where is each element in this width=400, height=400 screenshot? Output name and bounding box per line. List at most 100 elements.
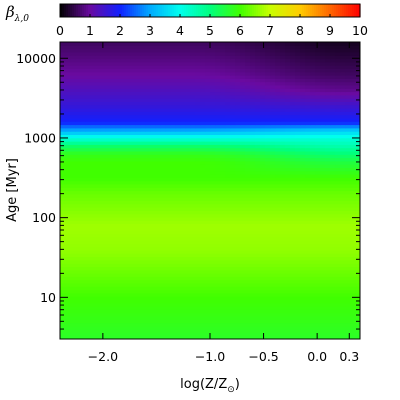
heatmap-cell — [320, 306, 326, 310]
heatmap-cell — [190, 332, 196, 337]
heatmap-cell — [110, 131, 116, 135]
heatmap-cell — [110, 319, 116, 324]
heatmap-cell — [60, 292, 66, 297]
heatmap-cell — [100, 243, 106, 248]
heatmap-cell — [170, 197, 176, 201]
heatmap-cell — [235, 213, 241, 218]
heatmap-cell — [165, 137, 171, 142]
heatmap-cell — [270, 193, 276, 198]
heatmap-cell — [290, 263, 296, 267]
heatmap-cell — [185, 88, 191, 93]
heatmap-cell — [100, 193, 106, 198]
heatmap-cell — [265, 108, 271, 112]
heatmap-cell — [165, 276, 171, 281]
heatmap-cell — [295, 210, 301, 215]
heatmap-cell — [260, 88, 266, 93]
heatmap-cell — [90, 170, 96, 175]
heatmap-cell — [165, 233, 171, 238]
heatmap-cell — [90, 84, 96, 89]
heatmap-cell — [130, 299, 136, 304]
heatmap-cell — [155, 197, 161, 201]
heatmap-cell — [105, 98, 111, 102]
heatmap-cell — [175, 160, 181, 165]
heatmap-cell — [255, 335, 261, 339]
heatmap-cell — [295, 279, 301, 284]
heatmap-cell — [200, 230, 206, 234]
heatmap-cell — [105, 256, 111, 261]
heatmap-cell — [70, 183, 76, 188]
heatmap-cell — [215, 121, 221, 126]
heatmap-cell — [260, 94, 266, 99]
heatmap-cell — [85, 160, 91, 165]
heatmap-cell — [85, 81, 91, 86]
heatmap-cell — [240, 154, 246, 159]
heatmap-cell — [270, 98, 276, 102]
colorbar-cell — [242, 4, 245, 17]
heatmap-cell — [60, 91, 66, 96]
colorbar-cell — [264, 4, 267, 17]
heatmap-cell — [340, 203, 346, 208]
heatmap-cell — [225, 230, 231, 234]
heatmap-cell — [160, 190, 166, 195]
heatmap-cell — [175, 282, 181, 287]
heatmap-cell — [155, 154, 161, 159]
heatmap-cell — [125, 309, 131, 314]
heatmap-cell — [90, 319, 96, 324]
heatmap-cell — [345, 183, 351, 188]
heatmap-cell — [255, 170, 261, 175]
heatmap-cell — [285, 296, 291, 300]
heatmap-cell — [165, 160, 171, 165]
heatmap-cell — [340, 117, 346, 122]
heatmap-cell — [140, 134, 146, 139]
heatmap-cell — [145, 273, 151, 277]
heatmap-cell — [210, 213, 216, 218]
heatmap-cell — [170, 210, 176, 215]
heatmap-cell — [160, 236, 166, 241]
heatmap-cell — [285, 246, 291, 251]
heatmap-cell — [240, 88, 246, 93]
heatmap-cell — [270, 332, 276, 337]
heatmap-cell — [345, 296, 351, 300]
heatmap-cell — [115, 253, 121, 258]
heatmap-cell — [335, 207, 341, 211]
heatmap-cell — [275, 187, 281, 192]
heatmap-cell — [65, 322, 71, 327]
heatmap-cell — [285, 276, 291, 281]
heatmap-cell — [325, 154, 331, 159]
heatmap-cell — [265, 117, 271, 122]
colorbar-cell — [322, 4, 325, 17]
heatmap-cell — [205, 170, 211, 175]
heatmap-cell — [135, 332, 141, 337]
heatmap-cell — [120, 223, 126, 228]
colorbar-cell — [76, 4, 79, 17]
heatmap-cell — [135, 233, 141, 238]
heatmap-cell — [305, 266, 311, 271]
heatmap-cell — [350, 88, 356, 93]
heatmap-cell — [170, 273, 176, 277]
heatmap-cell — [245, 236, 251, 241]
heatmap-cell — [160, 141, 166, 145]
heatmap-cell — [100, 167, 106, 172]
heatmap-cell — [175, 200, 181, 205]
heatmap-cell — [95, 319, 101, 324]
heatmap-cell — [220, 236, 226, 241]
heatmap-cell — [320, 164, 326, 168]
heatmap-cell — [165, 131, 171, 135]
heatmap-cell — [105, 299, 111, 304]
heatmap-cell — [255, 319, 261, 324]
heatmap-cell — [95, 75, 101, 79]
heatmap-cell — [295, 216, 301, 221]
heatmap-cell — [220, 256, 226, 261]
heatmap-cell — [275, 111, 281, 116]
heatmap-cell — [300, 315, 306, 320]
heatmap-cell — [280, 216, 286, 221]
heatmap-cell — [275, 88, 281, 93]
heatmap-cell — [165, 150, 171, 155]
heatmap-cell — [120, 147, 126, 152]
heatmap-cell — [315, 117, 321, 122]
heatmap-cell — [125, 230, 131, 234]
heatmap-cell — [295, 81, 301, 86]
heatmap-cell — [250, 170, 256, 175]
heatmap-cell — [250, 256, 256, 261]
heatmap-cell — [160, 117, 166, 122]
